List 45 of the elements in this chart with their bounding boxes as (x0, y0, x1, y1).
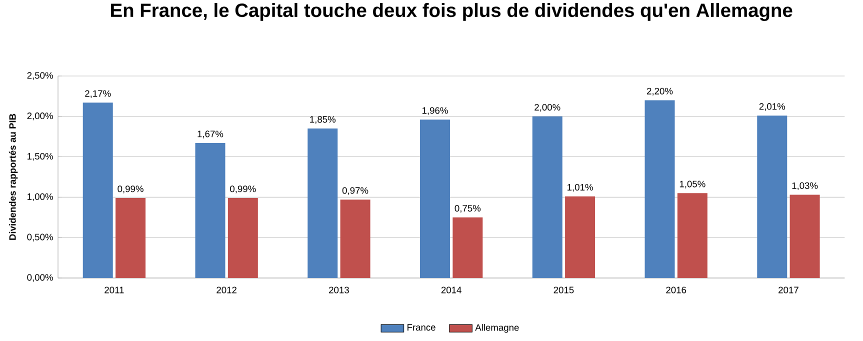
data-label: 0,75% (454, 204, 481, 213)
y-tick-label: 1,00% (28, 193, 53, 202)
data-label: 1,96% (422, 107, 448, 115)
data-label: 2,01% (759, 103, 786, 111)
data-label: 0,97% (342, 187, 368, 195)
data-label: 1,01% (568, 184, 593, 192)
bar (228, 198, 258, 278)
bar (82, 102, 113, 278)
data-label: 2,00% (534, 104, 560, 112)
x-tick-label: 2012 (216, 286, 236, 294)
data-label: 2,17% (85, 90, 111, 98)
legend-label: France (408, 324, 436, 331)
data-label: 1,05% (680, 180, 706, 188)
data-label: 0,99% (118, 186, 144, 194)
data-label: 1,85% (310, 116, 336, 124)
data-label: 1,67% (198, 130, 224, 138)
data-label: 1,03% (792, 182, 818, 190)
chart-title: En France, le Capital touche deux fois plus de dividendes qu'en Allemagne (111, 3, 792, 21)
x-tick-label: 2011 (104, 286, 124, 294)
y-tick-label: 0,00% (27, 274, 53, 282)
bar (532, 116, 562, 278)
bar (565, 196, 596, 278)
x-tick-label: 2013 (329, 286, 349, 294)
bar (308, 128, 338, 278)
y-tick-label: 1,50% (28, 152, 53, 161)
x-tick-label: 2017 (778, 286, 798, 294)
data-label: 0,99% (230, 186, 256, 194)
bar (195, 143, 226, 278)
y-axis-title: Dividendes rapportés au PIB (8, 114, 18, 240)
bar (644, 100, 675, 278)
bar (677, 193, 708, 278)
y-tick-label: 2,50% (27, 72, 53, 80)
bar (116, 198, 146, 278)
bar (420, 120, 450, 278)
legend-label: Allemagne (475, 324, 519, 333)
x-tick-label: 2014 (441, 286, 462, 294)
bar (452, 217, 483, 278)
bar (790, 194, 820, 278)
x-tick-label: 2016 (666, 286, 686, 294)
data-label: 2,20% (646, 88, 673, 96)
bar (340, 200, 370, 278)
y-tick-label: 0,50% (27, 234, 53, 242)
y-tick-label: 2,00% (27, 112, 53, 120)
bar (757, 116, 788, 278)
x-tick-label: 2015 (554, 286, 574, 294)
